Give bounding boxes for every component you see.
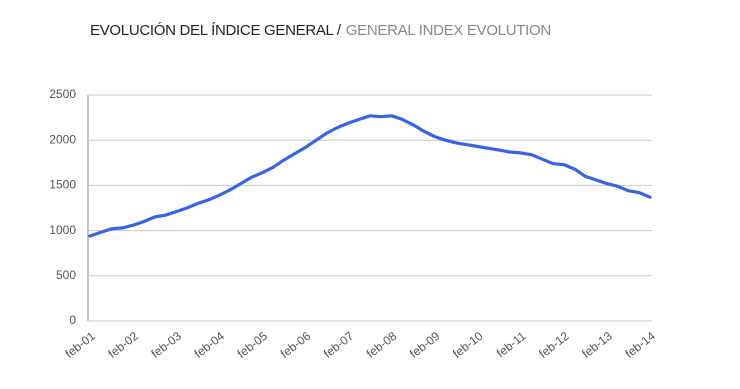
x-tick-label: feb-01: [62, 329, 98, 361]
y-tick-label: 2000: [49, 132, 76, 146]
x-tick-label: feb-08: [364, 329, 400, 361]
chart-title: EVOLUCIÓN DEL ÍNDICE GENERAL /: [90, 22, 342, 39]
x-tick-label: feb-09: [407, 329, 443, 361]
x-tick-label: feb-07: [321, 329, 357, 361]
x-tick-label: feb-06: [278, 329, 314, 361]
x-tick-label: feb-13: [579, 329, 615, 361]
data-line: [88, 114, 652, 238]
x-tick-label: feb-02: [105, 329, 141, 361]
x-tick-label: feb-10: [450, 329, 486, 361]
y-tick-label: 0: [69, 313, 76, 327]
y-tick-label: 2500: [49, 87, 76, 101]
x-tick-label: feb-04: [192, 329, 228, 361]
x-tick-label: feb-03: [149, 329, 185, 361]
x-tick-label: feb-14: [622, 329, 658, 361]
chart-subtitle: GENERAL INDEX EVOLUTION: [346, 22, 551, 39]
x-tick-label: feb-05: [235, 329, 271, 361]
chart-title-group: EVOLUCIÓN DEL ÍNDICE GENERAL / GENERAL IN…: [90, 22, 551, 39]
x-tick-label: feb-12: [536, 329, 572, 361]
y-tick-label: 1500: [49, 178, 76, 192]
y-tick-label: 500: [56, 268, 76, 282]
y-tick-label: 1000: [49, 223, 76, 237]
x-tick-label: feb-11: [494, 329, 529, 361]
